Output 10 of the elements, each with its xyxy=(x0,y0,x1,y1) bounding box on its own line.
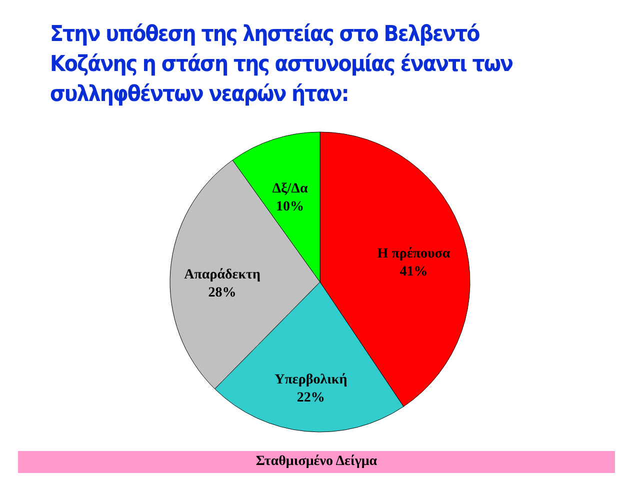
data-label: 28% xyxy=(208,285,236,300)
chart-title: Στην υπόθεση της ληστείας στο Βελβεντό Κοζάνης η στάση της αστυνομίας έναντι των συλληφθέντων νεαρών ήταν: xyxy=(50,21,514,109)
slice-label: Η πρέπουσα xyxy=(377,246,450,262)
slice-label: Υπερβολική xyxy=(274,372,348,388)
slice-label: Απαράδεκτη xyxy=(184,267,261,282)
data-label: 10% xyxy=(276,200,304,215)
slice-label: Δξ/Δα xyxy=(272,182,308,197)
data-label: 22% xyxy=(296,390,325,406)
text: Σταθμισμένο Δείγμα xyxy=(18,451,615,473)
data-label: 41% xyxy=(400,264,428,280)
